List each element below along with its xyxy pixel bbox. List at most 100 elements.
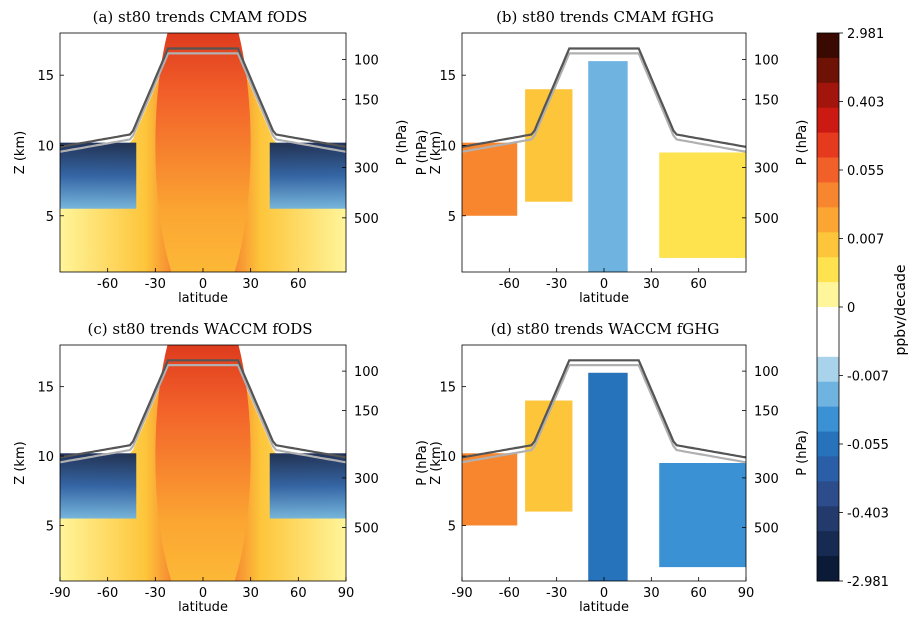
p-tick-label: 500 bbox=[354, 522, 379, 537]
colorbar-tick-label: 0.007 bbox=[847, 233, 884, 248]
warm-core bbox=[155, 33, 251, 272]
colorbar-swatch bbox=[817, 331, 839, 358]
colorbar-swatch bbox=[817, 33, 839, 59]
right-axis-label: P (hPa) bbox=[795, 120, 810, 166]
x-tick-label: 30 bbox=[643, 586, 660, 601]
p-tick-label: 300 bbox=[754, 472, 779, 487]
colorbar-tick-label: -2.981 bbox=[847, 575, 889, 590]
south-negative-band bbox=[60, 142, 137, 209]
north-band bbox=[659, 152, 746, 258]
p-tick-label: 100 bbox=[354, 53, 379, 68]
y-axis-label: Z (km) bbox=[429, 441, 444, 484]
south-positive-band bbox=[462, 453, 518, 526]
colorbar-tick-label: -0.007 bbox=[847, 370, 889, 385]
tropopause-line-dark bbox=[462, 359, 746, 459]
colorbar: 2.981 0.403 0.055 0.007 0 -0.007 -0.055 -0.403 -… bbox=[816, 27, 909, 590]
y-tick-label: 15 bbox=[439, 381, 456, 396]
x-tick-label: 60 bbox=[690, 277, 707, 292]
p-tick-label: 150 bbox=[754, 405, 779, 420]
p-tick-label: 500 bbox=[354, 212, 379, 227]
colorbar-label: ppbv/decade bbox=[893, 265, 909, 356]
y-axis-label: P (hPa) bbox=[415, 440, 430, 486]
colorbar-swatch bbox=[817, 207, 839, 233]
plot-area bbox=[60, 33, 346, 272]
midlat-positive-band bbox=[525, 400, 573, 512]
x-axis-label: latitude bbox=[579, 291, 629, 306]
warm-core bbox=[155, 345, 251, 581]
colorbar-swatch bbox=[817, 182, 839, 208]
x-tick-label: -60 bbox=[499, 277, 520, 292]
y-tick-label: 5 bbox=[448, 519, 456, 534]
colorbar-swatch bbox=[817, 57, 839, 84]
colorbar-swatch bbox=[817, 531, 839, 557]
x-tick-label: 60 bbox=[690, 586, 707, 601]
panel-a: (a) st80 trends CMAM fODS -60 -30 0 30 60 lati… bbox=[13, 8, 410, 306]
plot-area bbox=[462, 345, 746, 581]
p-tick-label: 100 bbox=[754, 365, 779, 380]
y-axis-label: Z (km) bbox=[13, 131, 28, 174]
x-tick-label: 0 bbox=[600, 586, 608, 601]
x-tick-label: -60 bbox=[97, 277, 118, 292]
x-tick-label: 0 bbox=[600, 277, 608, 292]
x-tick-label: -30 bbox=[546, 586, 567, 601]
colorbar-swatch bbox=[817, 232, 839, 258]
panel-b: (b) st80 trends CMAM fGHG -60 -30 0 30 60 lati… bbox=[415, 8, 810, 306]
x-tick-label: -30 bbox=[145, 586, 166, 601]
x-tick-label: 60 bbox=[290, 586, 307, 601]
y-axis-label: P (hPa) bbox=[415, 130, 430, 176]
tropopause-line-light bbox=[60, 52, 346, 153]
tropopause-line-dark bbox=[60, 47, 346, 148]
p-tick-label: 300 bbox=[354, 162, 379, 177]
p-tick-label: 150 bbox=[354, 405, 379, 420]
panel-title: (c) st80 trends WACCM fODS bbox=[88, 320, 313, 338]
x-axis-label: latitude bbox=[579, 600, 629, 615]
colorbar-swatch bbox=[817, 307, 839, 333]
midlat-positive-band bbox=[525, 89, 573, 202]
panel-d: (d) st80 trends WACCM fGHG -90 -60 -30 0 30 60… bbox=[415, 320, 810, 615]
x-tick-label: 90 bbox=[338, 586, 355, 601]
x-tick-label: 0 bbox=[199, 586, 207, 601]
colorbar-tick-label: 0.055 bbox=[847, 164, 884, 179]
x-tick-label: -90 bbox=[49, 586, 70, 601]
colorbar-swatch bbox=[817, 431, 839, 457]
north-band bbox=[659, 463, 746, 568]
south-negative-band bbox=[60, 453, 137, 519]
x-tick-label: 60 bbox=[290, 277, 307, 292]
x-axis-label: latitude bbox=[178, 600, 228, 615]
x-tick-label: 30 bbox=[242, 586, 259, 601]
p-tick-label: 300 bbox=[754, 162, 779, 177]
y-axis-label: Z (km) bbox=[429, 131, 444, 174]
p-tick-label: 150 bbox=[354, 93, 379, 108]
colorbar-swatch bbox=[817, 406, 839, 433]
tropopause-line-light bbox=[462, 364, 746, 464]
tropical-band bbox=[588, 372, 628, 581]
colorbar-swatch bbox=[817, 356, 839, 383]
y-tick-label: 5 bbox=[448, 210, 456, 225]
colorbar-ticks: 2.981 0.403 0.055 0.007 0 -0.007 -0.055 -0.403 -… bbox=[839, 27, 889, 590]
x-tick-label: 90 bbox=[738, 586, 755, 601]
panel-title: (a) st80 trends CMAM fODS bbox=[93, 8, 308, 26]
y-tick-label: 15 bbox=[439, 69, 456, 84]
y-tick-label: 10 bbox=[439, 139, 456, 154]
y-axis-label: Z (km) bbox=[13, 441, 28, 484]
x-axis-label: latitude bbox=[178, 291, 228, 306]
colorbar-tick-label: -0.403 bbox=[847, 507, 889, 522]
y-tick-label: 5 bbox=[46, 519, 54, 534]
colorbar-tick-label: 0.403 bbox=[847, 96, 884, 111]
right-axis-label: P (hPa) bbox=[395, 120, 410, 166]
panel-c: (c) st80 trends WACCM fODS -90 -60 -30 0 30 60… bbox=[13, 320, 379, 615]
y-tick-label: 10 bbox=[37, 139, 54, 154]
colorbar-swatches bbox=[817, 33, 839, 582]
north-negative-band bbox=[269, 142, 346, 209]
p-tick-label: 500 bbox=[754, 212, 779, 227]
y-tick-label: 10 bbox=[439, 450, 456, 465]
y-tick-label: 15 bbox=[37, 69, 54, 84]
colorbar-swatch bbox=[817, 556, 839, 582]
tropopause-line-dark bbox=[60, 359, 346, 459]
x-tick-label: -90 bbox=[451, 586, 472, 601]
colorbar-swatch bbox=[817, 506, 839, 532]
tropical-band bbox=[588, 61, 628, 272]
tropopause-line-light bbox=[462, 52, 746, 153]
colorbar-swatch bbox=[817, 257, 839, 283]
